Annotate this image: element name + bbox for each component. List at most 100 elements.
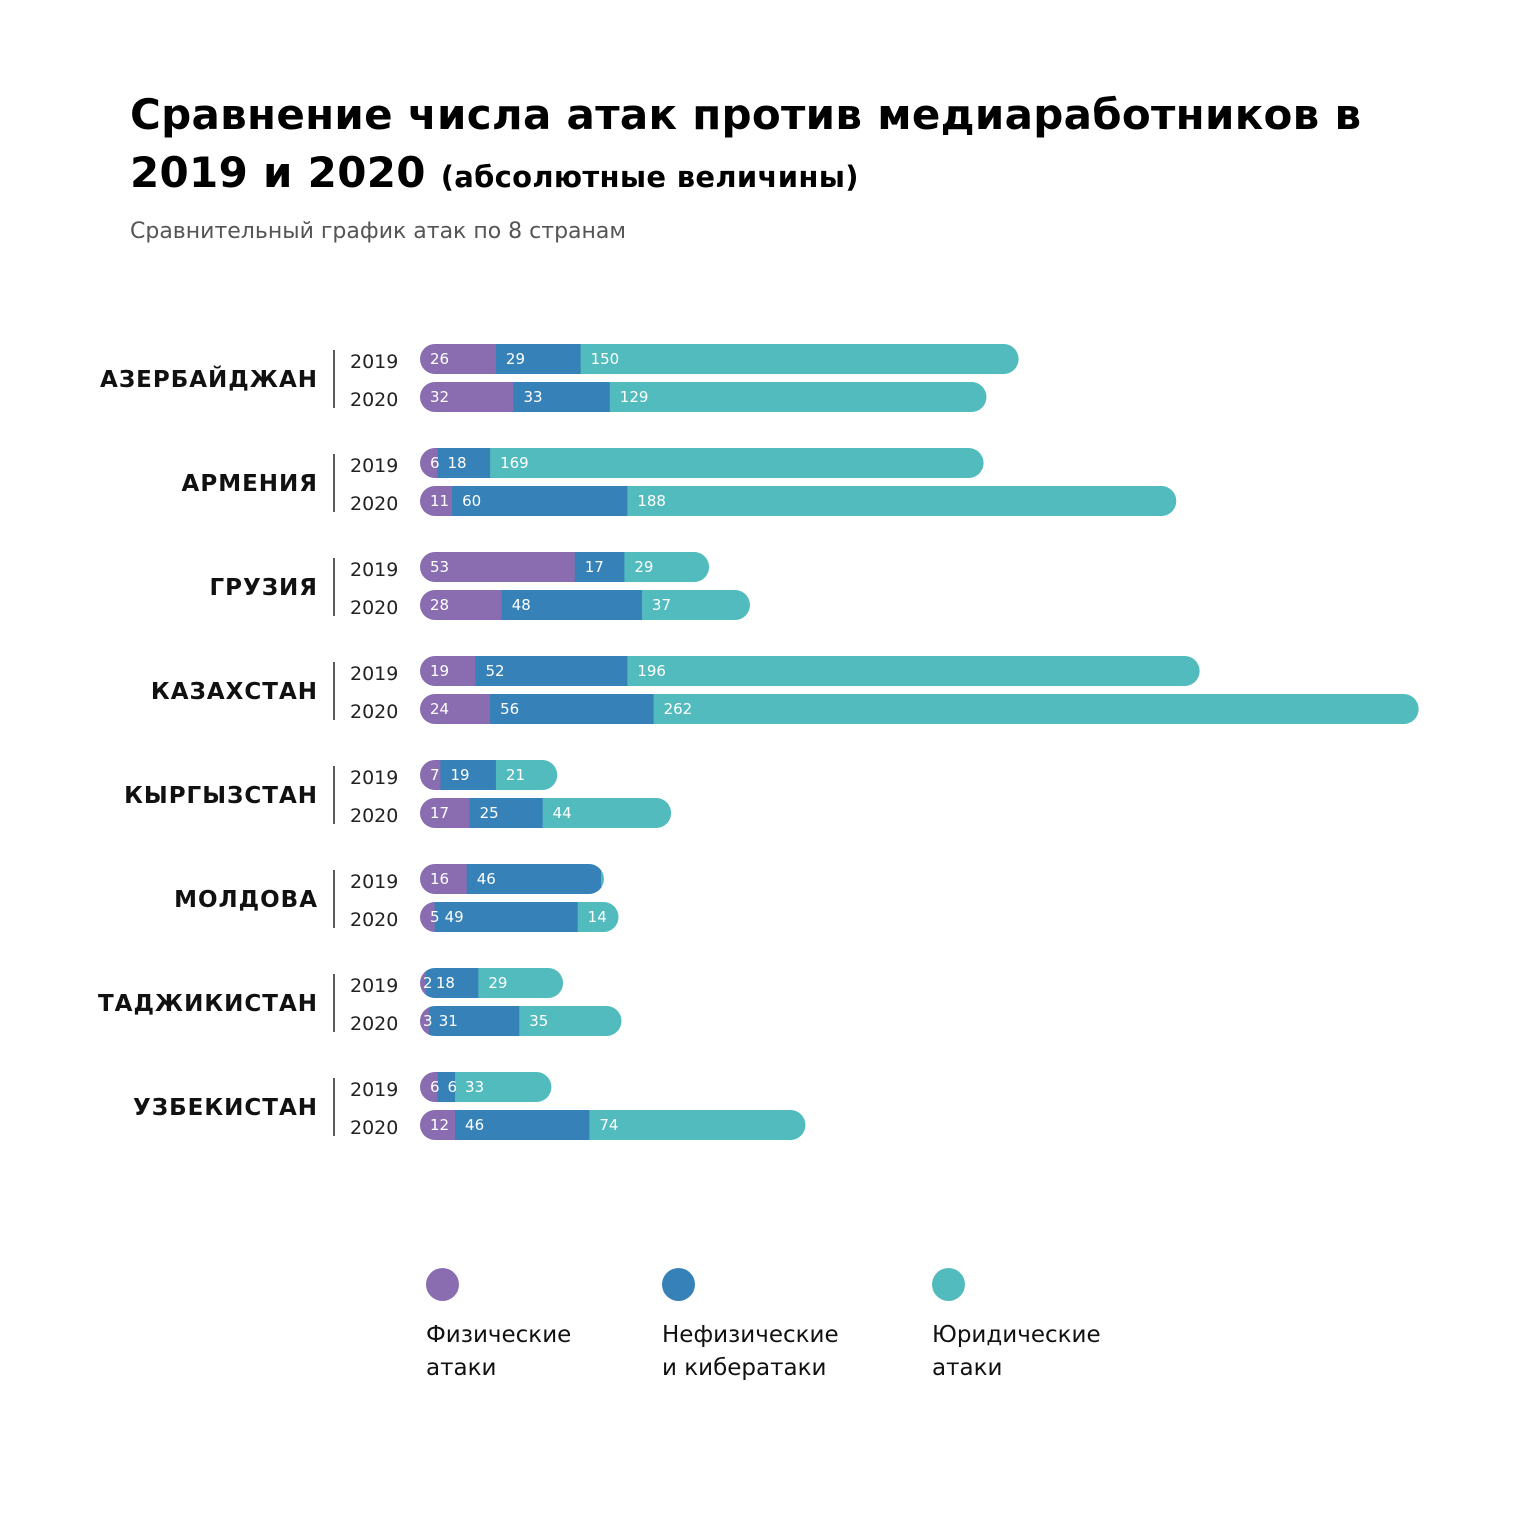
bar-value-label: 5: [430, 908, 440, 926]
country-label: АРМЕНИЯ: [182, 471, 318, 497]
stacked-bar: [420, 1006, 622, 1036]
bar-value-label: 19: [430, 662, 449, 680]
bar-segment-nonphysical: [455, 1110, 590, 1140]
bar-segment-physical: [420, 382, 514, 412]
year-label: 2019: [350, 1079, 398, 1101]
stacked-bar: [420, 798, 672, 828]
bar-value-label: 150: [591, 350, 620, 368]
bar-value-label: 24: [430, 700, 449, 718]
bar-segment-nonphysical: [437, 448, 491, 478]
stacked-bar: [420, 1110, 806, 1140]
stacked-bar: [420, 902, 619, 932]
legend-label-nonphysical: Нефизические и кибератаки: [662, 1322, 839, 1381]
bar-value-label: 19: [450, 766, 469, 784]
bar-value-label: 35: [529, 1012, 548, 1030]
bar-value-label: 2: [423, 974, 433, 992]
bar-value-label: 46: [477, 870, 496, 888]
bar-value-label: 25: [480, 804, 499, 822]
stacked-bar: [420, 344, 1019, 374]
stacked-bar: [420, 968, 564, 998]
country-label: КЫРГЫЗСТАН: [124, 783, 318, 809]
stacked-bar: [420, 760, 558, 790]
legend-swatch-nonphysical: [662, 1268, 695, 1301]
bar-value-label: 17: [430, 804, 449, 822]
bar-segment-legal: [609, 382, 987, 412]
year-label: 2020: [350, 1117, 398, 1139]
bar-segment-legal: [589, 1110, 806, 1140]
bar-segment-nonphysical: [434, 902, 579, 932]
stacked-bar: [420, 656, 1200, 686]
year-label: 2020: [350, 493, 398, 515]
bar-segment-legal: [653, 694, 1419, 724]
year-label: 2019: [350, 871, 398, 893]
bar-segment-legal: [542, 798, 672, 828]
bar-value-label: 12: [430, 1116, 449, 1134]
chart-title-suffix: (абсолютные величины): [440, 160, 859, 194]
bar-value-label: 18: [436, 974, 455, 992]
country-label: ГРУЗИЯ: [209, 575, 318, 601]
bar-segment-nonphysical: [513, 382, 611, 412]
bar-segment-physical: [420, 694, 491, 724]
bar-segment-nonphysical: [428, 1006, 520, 1036]
bar-value-label: 53: [430, 558, 449, 576]
bar-segment-legal: [455, 1072, 552, 1102]
bar-value-label: 17: [585, 558, 604, 576]
bar-value-label: 6: [430, 454, 440, 472]
bar-segment-nonphysical: [490, 694, 655, 724]
bar-value-label: 29: [506, 350, 525, 368]
bar-segment-nonphysical: [425, 968, 479, 998]
bar-value-label: 29: [488, 974, 507, 992]
year-label: 2019: [350, 975, 398, 997]
bar-value-label: 14: [588, 908, 607, 926]
bar-value-label: 6: [430, 1078, 440, 1096]
country-label: МОЛДОВА: [174, 887, 318, 913]
bar-value-label: 21: [506, 766, 525, 784]
bar-value-label: 6: [448, 1078, 458, 1096]
bar-segment-physical: [420, 760, 441, 790]
bar-segment-nonphysical: [466, 864, 602, 894]
year-label: 2020: [350, 389, 398, 411]
bar-segment-nonphysical: [495, 344, 582, 374]
country-label: КАЗАХСТАН: [151, 679, 318, 705]
bar-value-label: 56: [500, 700, 519, 718]
legend-item-physical: Физические атаки: [426, 1268, 666, 1385]
bar-segment-nonphysical: [574, 552, 625, 582]
bar-value-label: 16: [430, 870, 449, 888]
bar-value-label: 169: [500, 454, 529, 472]
bar-segment-nonphysical: [440, 760, 497, 790]
bar-value-label: 49: [445, 908, 464, 926]
bar-value-label: 7: [430, 766, 440, 784]
bar-segment-nonphysical: [475, 656, 628, 686]
bar-segment-legal: [577, 902, 619, 932]
bar-segment-legal: [495, 760, 558, 790]
bar-value-label: 31: [439, 1012, 458, 1030]
year-label: 2019: [350, 767, 398, 789]
bar-value-label: 37: [652, 596, 671, 614]
country-label: АЗЕРБАЙДЖАН: [100, 365, 318, 393]
year-label: 2019: [350, 455, 398, 477]
bar-value-label: 1: [604, 870, 614, 888]
bar-segment-physical: [420, 552, 576, 582]
bar-value-label: 46: [465, 1116, 484, 1134]
bar-value-label: 29: [634, 558, 653, 576]
bar-segment-physical: [420, 448, 439, 478]
bar-segment-physical: [420, 344, 497, 374]
legend-swatch-legal: [932, 1268, 965, 1301]
legend-item-nonphysical: Нефизические и кибератаки: [662, 1268, 902, 1385]
chart-title: Сравнение числа атак против медиаработни…: [130, 86, 1430, 206]
stacked-bar: [420, 864, 604, 894]
bar-segment-legal: [580, 344, 1019, 374]
country-label: УЗБЕКИСТАН: [133, 1095, 318, 1121]
bar-value-label: 129: [620, 388, 649, 406]
bar-segment-legal: [478, 968, 564, 998]
bar-segment-physical: [420, 590, 503, 620]
bar-value-label: 3: [423, 1012, 433, 1030]
bar-segment-physical: [420, 902, 436, 932]
year-label: 2020: [350, 909, 398, 931]
bar-segment-legal: [624, 552, 710, 582]
stacked-bar: [420, 694, 1419, 724]
bar-segment-legal: [627, 486, 1177, 516]
stacked-bar: [420, 382, 987, 412]
bar-segment-nonphysical: [501, 590, 643, 620]
